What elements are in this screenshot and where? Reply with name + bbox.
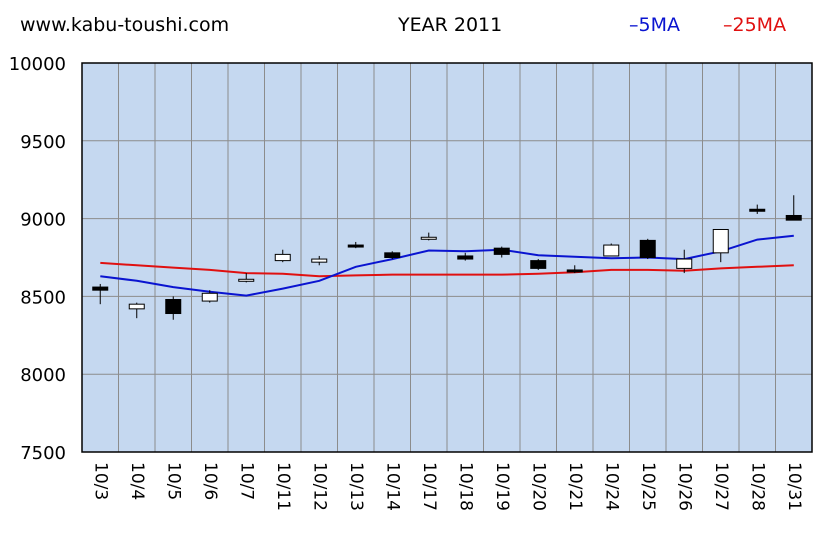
candle-body xyxy=(676,258,693,269)
candle-body xyxy=(603,244,620,257)
x-tick-label: 10/13 xyxy=(346,462,366,511)
candle-body xyxy=(420,236,437,240)
x-tick-label: 10/17 xyxy=(419,462,439,511)
candle-body xyxy=(201,292,218,302)
x-tick-label: 10/28 xyxy=(747,462,767,511)
candle-body xyxy=(92,286,109,291)
candle-body xyxy=(493,247,510,255)
x-tick-label: 10/20 xyxy=(528,462,548,511)
candle-body xyxy=(785,214,802,221)
candle-body xyxy=(712,228,729,254)
ma25-line xyxy=(100,261,794,278)
candle-body xyxy=(639,239,656,259)
y-tick-label: 7500 xyxy=(20,443,66,464)
x-tick-label: 10/3 xyxy=(90,462,110,500)
candle-body xyxy=(457,255,474,260)
site-url: www.kabu-toushi.com xyxy=(20,14,230,36)
candle-body xyxy=(749,208,766,212)
legend-25ma: –25MA xyxy=(723,14,787,36)
y-tick-label: 10000 xyxy=(9,54,66,75)
y-tick-label: 8000 xyxy=(20,365,66,386)
x-tick-label: 10/14 xyxy=(382,462,402,511)
candle-body xyxy=(566,269,583,273)
x-tick-label: 10/12 xyxy=(309,462,329,511)
x-tick-label: 10/26 xyxy=(674,462,694,511)
x-tick-label: 10/27 xyxy=(711,462,731,511)
candle-body xyxy=(530,260,547,269)
legend-5ma: –5MA xyxy=(629,14,680,36)
y-tick-label: 8500 xyxy=(20,287,66,308)
candle-body xyxy=(165,299,182,315)
x-tick-label: 10/31 xyxy=(784,462,804,511)
x-tick-label: 10/11 xyxy=(273,462,293,511)
candle-body xyxy=(274,253,291,262)
x-tick-label: 10/5 xyxy=(163,462,183,500)
x-tick-label: 10/18 xyxy=(455,462,475,511)
candle-body xyxy=(384,252,401,259)
x-tick-label: 10/4 xyxy=(127,462,147,500)
plot-border xyxy=(81,62,813,453)
x-tick-label: 10/6 xyxy=(200,462,220,500)
candle-body xyxy=(238,278,255,282)
x-tick-label: 10/25 xyxy=(638,462,658,511)
x-tick-label: 10/24 xyxy=(601,462,621,511)
chart-title: YEAR 2011 xyxy=(398,14,503,36)
y-tick-label: 9500 xyxy=(20,132,66,153)
candle-body xyxy=(311,258,328,263)
x-tick-label: 10/21 xyxy=(565,462,585,511)
candle-body xyxy=(128,303,145,310)
y-tick-label: 9000 xyxy=(20,210,66,231)
x-tick-label: 10/19 xyxy=(492,462,512,511)
candle-body xyxy=(347,244,364,248)
x-tick-label: 10/7 xyxy=(236,462,256,500)
